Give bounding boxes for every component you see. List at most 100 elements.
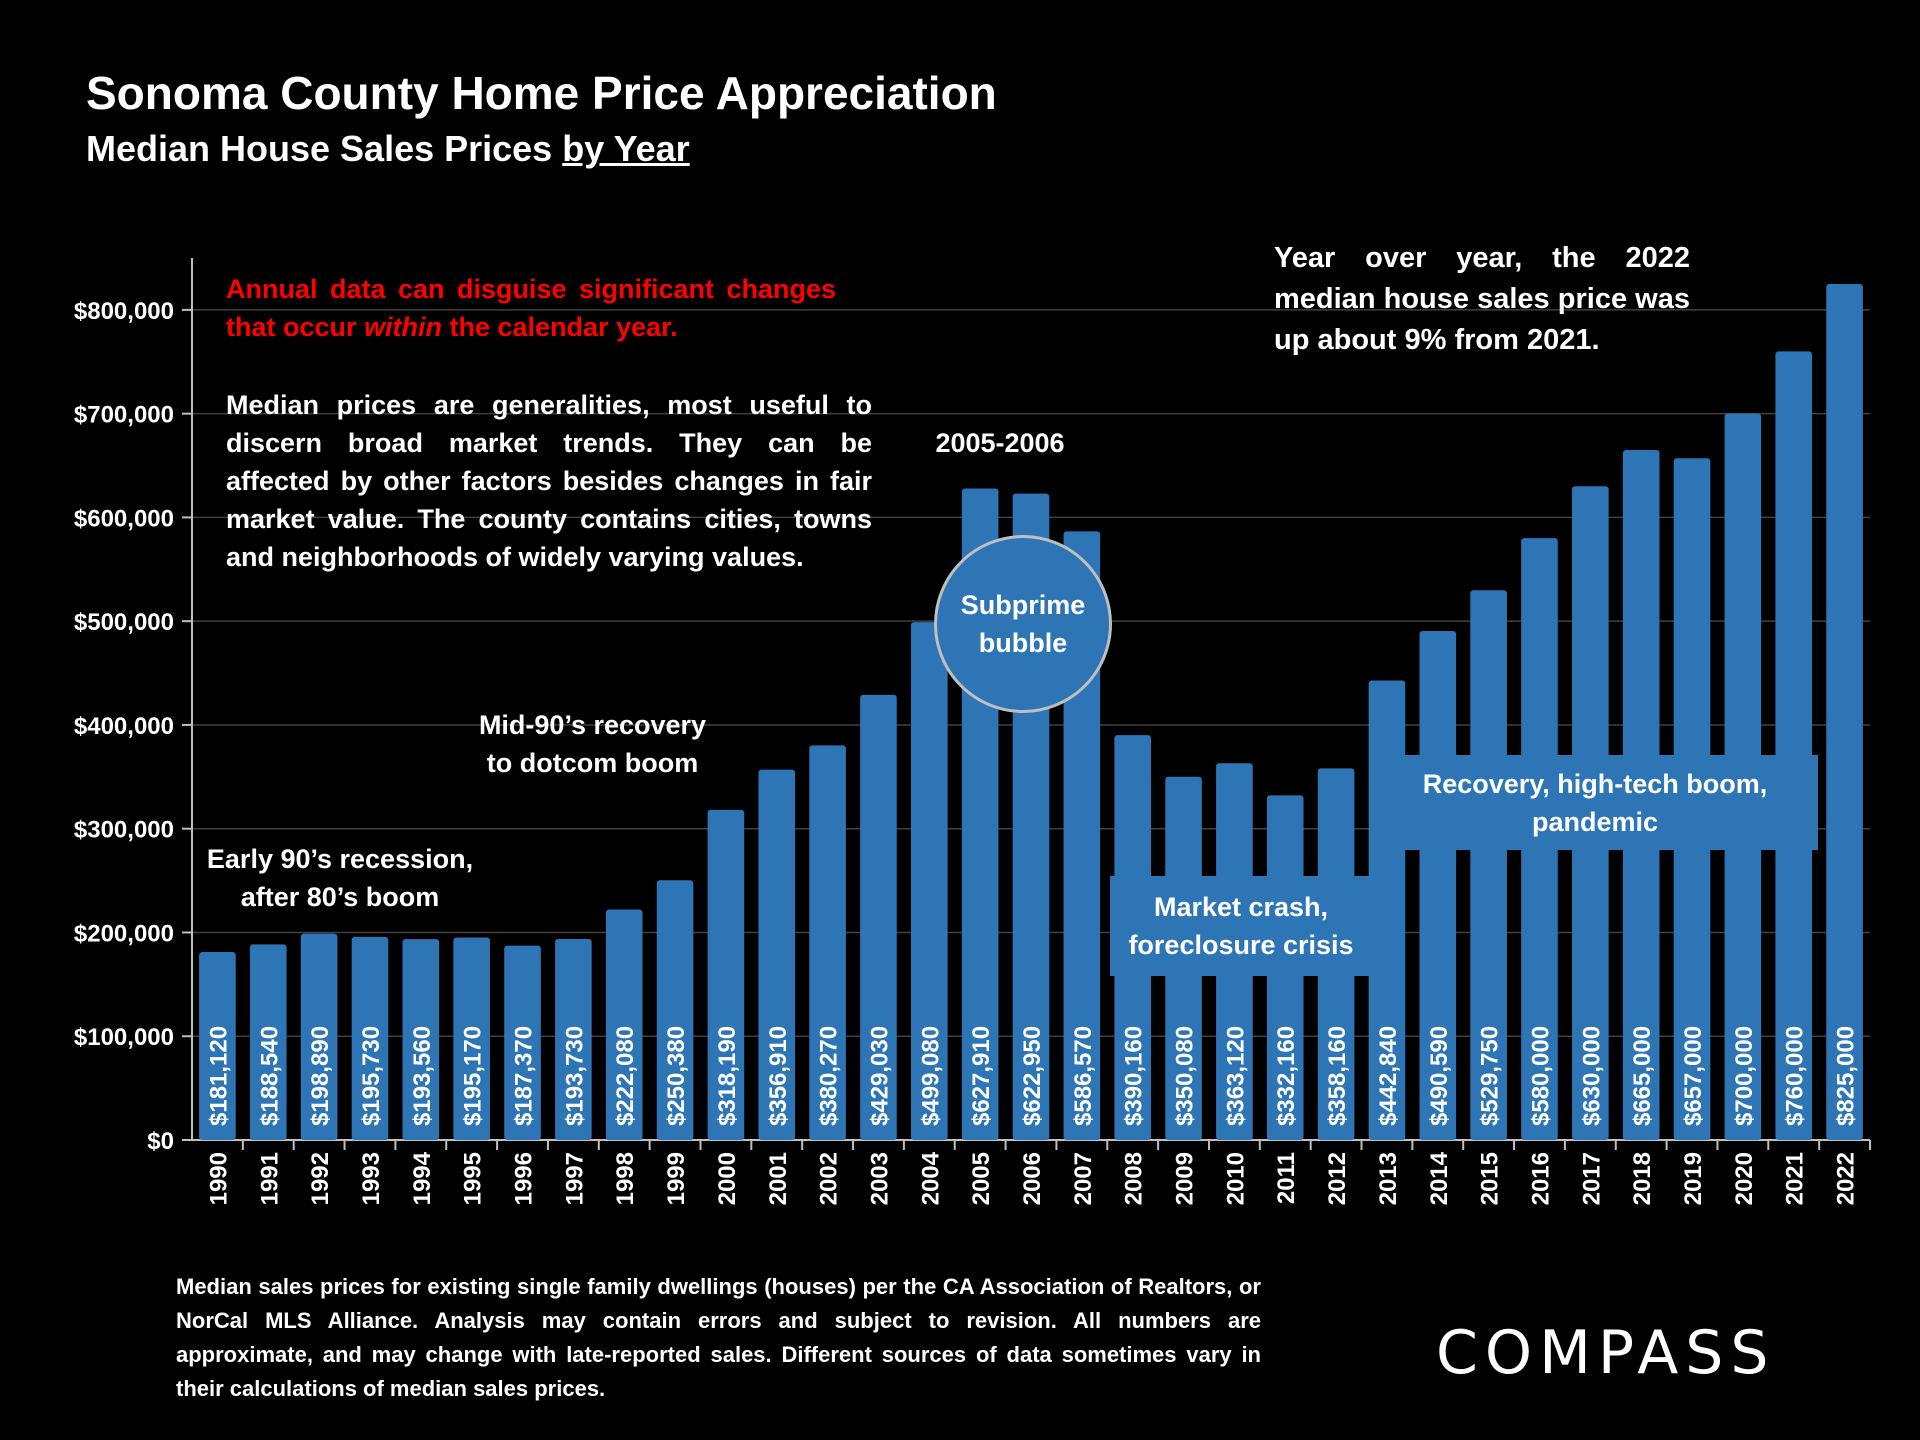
bar-2004 — [910, 622, 948, 1140]
recovery-callout: Recovery, high-tech boom, pandemic — [1372, 755, 1818, 850]
x-tick-label: 2009 — [1172, 1152, 1199, 1205]
x-tick-label: 2015 — [1477, 1152, 1504, 1205]
bar-value-label: $222,080 — [612, 1026, 639, 1126]
yoy-note: Year over year, the 2022 median house sa… — [1274, 242, 1690, 356]
x-tick-label: 2008 — [1121, 1152, 1148, 1205]
bar-value-label: $193,560 — [409, 1026, 436, 1126]
annotation-early-90s: Early 90’s recession, after 80’s boom — [195, 840, 485, 916]
recovery-line1: Recovery, high-tech boom, — [1422, 768, 1768, 799]
bar-2015 — [1470, 590, 1507, 1140]
chart-subtitle: Median House Sales Prices by Year — [86, 128, 690, 170]
x-tick-label: 1999 — [663, 1152, 690, 1205]
subprime-bubble-callout: Subprime bubble — [934, 535, 1112, 713]
annotation-early-90s-line2: after 80’s boom — [240, 882, 440, 912]
x-tick-label: 2021 — [1782, 1152, 1809, 1205]
bar-value-label: $356,910 — [765, 1026, 792, 1126]
x-tick-label: 1990 — [205, 1152, 232, 1205]
market-crash-callout: Market crash, foreclosure crisis — [1110, 876, 1372, 976]
bar-value-label: $187,370 — [511, 1026, 538, 1126]
bar-1992 — [300, 933, 338, 1140]
y-tick-label: $600,000 — [74, 505, 174, 532]
annotation-2005-2006: 2005-2006 — [935, 428, 1065, 458]
x-tick-label: 2002 — [816, 1152, 843, 1205]
bar-value-label: $181,120 — [205, 1026, 232, 1126]
bar-value-label: $760,000 — [1782, 1026, 1809, 1126]
subtitle-main: Median House Sales Prices — [86, 128, 563, 169]
median-explanation: Median prices are generalities, most use… — [226, 390, 872, 572]
warning-emphasis: within — [364, 312, 443, 342]
bar-value-label: $657,000 — [1680, 1026, 1707, 1126]
bubble-line2: bubble — [978, 628, 1068, 658]
bar-1995 — [453, 937, 490, 1140]
subtitle-underlined: by Year — [562, 128, 690, 169]
bar-value-label: $442,840 — [1375, 1026, 1402, 1126]
bar-1994 — [402, 939, 440, 1140]
x-tick-label: 2004 — [917, 1151, 944, 1205]
warning-text-2: the calendar year. — [442, 312, 678, 342]
bar-value-label: $390,160 — [1121, 1026, 1148, 1126]
y-tick-label: $400,000 — [74, 713, 174, 740]
x-tick-label: 1998 — [612, 1152, 639, 1205]
x-tick-label: 2003 — [866, 1152, 893, 1205]
bar-2003 — [860, 694, 897, 1140]
bar-2002 — [809, 745, 846, 1140]
x-tick-label: 1993 — [358, 1152, 385, 1205]
x-tick-label: 2022 — [1833, 1152, 1860, 1205]
x-tick-label: 2013 — [1375, 1152, 1402, 1205]
y-tick-label: $800,000 — [74, 298, 174, 325]
x-tick-label: 1997 — [561, 1152, 588, 1205]
x-tick-label: 1996 — [511, 1152, 538, 1205]
bar-value-label: $622,950 — [1019, 1026, 1046, 1126]
bar-value-label: $429,030 — [866, 1026, 893, 1126]
y-tick-label: $700,000 — [74, 402, 174, 429]
bar-value-label: $380,270 — [816, 1026, 843, 1126]
x-tick-label: 2016 — [1527, 1152, 1554, 1205]
bar-value-label: $332,160 — [1273, 1026, 1300, 1126]
bar-value-label: $318,190 — [714, 1026, 741, 1126]
x-tick-label: 2017 — [1578, 1152, 1605, 1205]
bubble-line1: Subprime — [960, 590, 1086, 620]
bar-value-label: $188,540 — [256, 1026, 283, 1126]
bar-value-label: $490,590 — [1426, 1026, 1453, 1126]
bar-1997 — [555, 938, 592, 1140]
annotation-early-90s-line1: Early 90’s recession, — [206, 844, 474, 874]
bar-value-label: $250,380 — [663, 1026, 690, 1126]
x-tick-label: 2019 — [1680, 1152, 1707, 1205]
source-footnote: Median sales prices for existing single … — [176, 1274, 1261, 1401]
bar-value-label: $630,000 — [1578, 1026, 1605, 1126]
crash-line1: Market crash, — [1153, 892, 1329, 922]
bar-value-label: $825,000 — [1833, 1026, 1860, 1126]
x-tick-label: 2020 — [1731, 1152, 1758, 1205]
bar-value-label: $363,120 — [1222, 1026, 1249, 1126]
y-tick-label: $100,000 — [74, 1024, 174, 1051]
x-tick-label: 2005 — [968, 1152, 995, 1205]
bar-1996 — [504, 945, 541, 1140]
bar-value-label: $580,000 — [1527, 1026, 1554, 1126]
x-tick-label: 1994 — [409, 1151, 436, 1205]
y-tick-label: $300,000 — [74, 817, 174, 844]
x-tick-label: 2000 — [714, 1152, 741, 1205]
bar-value-label: $586,570 — [1070, 1026, 1097, 1126]
x-tick-label: 2012 — [1324, 1152, 1351, 1205]
y-tick-label: $0 — [147, 1128, 174, 1155]
x-tick-label: 2001 — [765, 1152, 792, 1205]
bar-value-label: $198,890 — [307, 1026, 334, 1126]
bar-1990 — [199, 952, 236, 1140]
x-tick-label: 1991 — [256, 1152, 283, 1205]
crash-line2: foreclosure crisis — [1128, 930, 1354, 960]
annotation-mid-90s: Mid-90’s recovery to dotcom boom — [455, 706, 730, 782]
x-tick-label: 1995 — [460, 1152, 487, 1205]
bar-2021 — [1775, 351, 1813, 1140]
bar-2022 — [1826, 283, 1863, 1140]
x-tick-label: 2018 — [1629, 1152, 1656, 1205]
warning-text-1: Annual data can disguise significant cha… — [226, 274, 836, 342]
bar-value-label: $627,910 — [968, 1026, 995, 1126]
bar-1998 — [605, 909, 643, 1140]
bar-value-label: $358,160 — [1324, 1026, 1351, 1126]
bar-value-label: $665,000 — [1629, 1026, 1656, 1126]
x-tick-label: 1992 — [307, 1152, 334, 1205]
compass-logo: COMPASS — [1436, 1318, 1776, 1388]
recovery-line2: pandemic — [1531, 806, 1659, 837]
bar-value-label: $529,750 — [1477, 1026, 1504, 1126]
